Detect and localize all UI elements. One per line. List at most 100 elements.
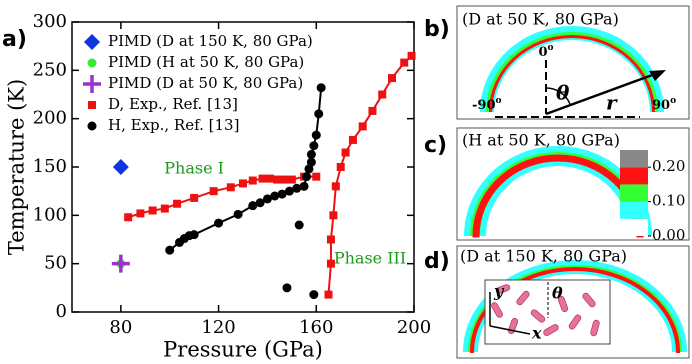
marker [329,211,338,220]
x-axis-label: Pressure (GPa) [163,338,323,362]
colorbar-swatch [620,150,648,168]
marker [336,163,345,171]
marker [87,58,97,68]
marker [306,157,316,167]
angle-sup: o [548,43,554,53]
colorbar-swatch [620,184,648,202]
marker [280,175,289,184]
marker [309,290,319,300]
marker [314,109,324,119]
marker [88,101,96,109]
panel-a: a) Pressure (GPa) Temperature (K) [2,27,323,362]
marker [326,259,335,268]
marker [311,130,321,140]
panel-label: b) [424,17,450,42]
colorbar-swatch [620,201,648,219]
marker [306,149,316,159]
y-tick-label: 250 [33,59,67,80]
legend-label: D, Exp., Ref. [13] [108,95,238,113]
marker [87,121,97,131]
marker [348,135,357,144]
marker [265,174,274,183]
panel-b: b) (D at 50 K, 80 GPa) 0o -90o 90o θ r [424,5,690,120]
colorbar-label: 0.00 [652,226,685,244]
marker [270,191,280,201]
angle-label: 90 [652,98,670,113]
marker [277,189,287,199]
marker [282,283,292,293]
marker [214,218,224,228]
marker [124,213,133,222]
marker [284,186,294,196]
angle-label: -90 [472,98,496,113]
theta-label: θ [552,284,563,303]
y-tick-label: 100 [33,204,67,225]
panel-c: c) (H at 50 K, 80 GPa) 0.20 0.10 0.00 [424,127,690,244]
marker [233,209,243,219]
marker [248,176,257,185]
marker [148,206,157,215]
marker [287,175,296,184]
marker [226,183,235,192]
angle-label: -90o [472,96,502,113]
marker [368,106,377,115]
marker [378,90,387,99]
marker [84,34,100,50]
annotation: Phase III [334,248,406,267]
marker [331,182,340,191]
colorbar-label: 0.10 [652,192,685,210]
marker [173,199,182,208]
arrow [545,72,656,116]
y-tick-label: 50 [44,253,67,274]
legend-label: H, Exp., Ref. [13] [108,116,239,134]
marker [388,74,397,83]
marker [190,193,199,202]
marker [407,51,416,60]
theta-label: θ [556,81,570,105]
marker [302,172,312,182]
marker [400,58,409,67]
marker [358,122,367,131]
legend-label: PIMD (D at 150 K, 80 GPa) [108,32,313,50]
marker [299,181,309,191]
r-label: r [606,91,618,115]
panel-title: (D at 150 K, 80 GPa) [460,247,627,266]
marker [111,254,130,273]
y-axis-label: Temperature (K) [5,79,29,255]
panel-d: d) (D at 150 K, 80 GPa) y θ x [424,245,690,359]
marker [189,230,199,240]
colorbar-label: 0.20 [652,157,685,175]
colorbar-swatch [620,218,648,236]
marker [83,75,101,93]
marker [292,183,302,193]
y-tick-label: 150 [33,156,67,177]
y-label: y [493,282,505,301]
marker [136,209,145,218]
y-tick-label: 300 [33,11,67,32]
angle-label: 90o [652,96,676,113]
x-label: x [531,324,542,343]
marker [262,194,272,204]
panel-title: (H at 50 K, 80 GPa) [462,131,620,150]
arrow-head [649,70,666,81]
colorbar-swatch [620,167,648,185]
legend-label: PIMD (H at 50 K, 80 GPa) [108,53,304,71]
angle-sup: o [496,96,502,106]
marker [160,204,169,213]
x-tick-label: 200 [397,317,431,338]
colorbar: 0.20 0.10 0.00 [620,150,685,244]
x-tick-label: 80 [109,317,132,338]
legend-label: PIMD (D at 50 K, 80 GPa) [108,74,303,92]
angle-label: 0o [538,43,553,60]
marker [326,235,335,244]
marker [316,83,326,93]
angle-arc [545,87,571,105]
angle-label: 0 [538,45,547,60]
panel-label: a) [2,27,27,52]
marker [294,220,304,230]
x-tick-label: 120 [201,317,235,338]
marker [312,172,321,181]
marker [239,179,247,188]
y-tick-label: 0 [56,301,67,322]
